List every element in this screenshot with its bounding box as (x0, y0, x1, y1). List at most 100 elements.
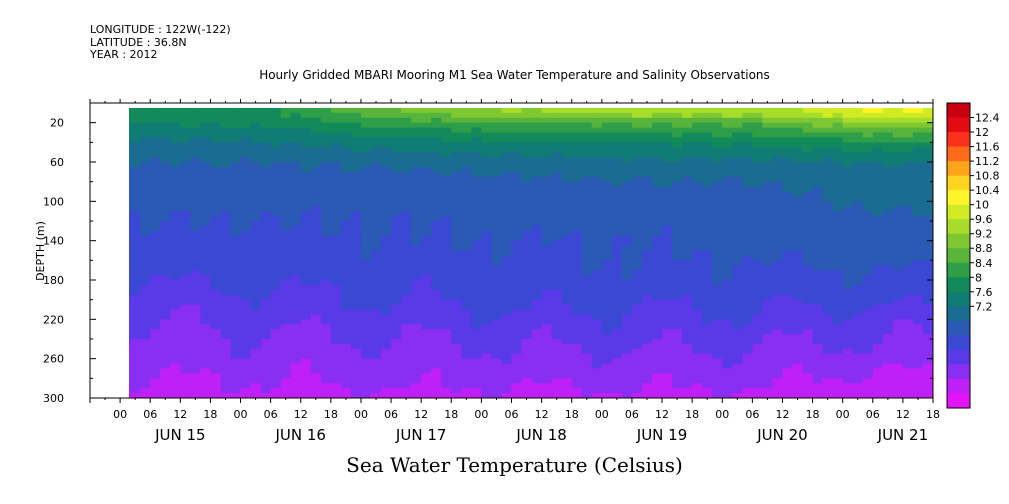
heatmap-cell (391, 157, 402, 163)
heatmap-cell (832, 329, 844, 335)
heatmap-cell (641, 142, 653, 148)
heatmap-cell (461, 142, 472, 148)
heatmap-cell (712, 225, 723, 232)
heatmap-cell (401, 176, 412, 183)
heatmap-cell (752, 388, 763, 394)
heatmap-cell (129, 147, 131, 153)
heatmap-cell (912, 166, 924, 173)
heatmap-cell (892, 373, 904, 379)
heatmap-cell (240, 255, 252, 261)
heatmap-cell (501, 314, 513, 320)
heatmap-cell (371, 324, 382, 330)
heatmap-cell (280, 211, 292, 217)
heatmap-cell (762, 176, 774, 183)
heatmap-cell (732, 294, 743, 301)
heatmap-cell (872, 363, 884, 370)
heatmap-cell (682, 142, 693, 148)
heatmap-cell (250, 171, 262, 178)
heatmap-cell (762, 255, 774, 261)
heatmap-cell (160, 112, 171, 119)
heatmap-cell (641, 329, 653, 335)
heatmap-cell (902, 339, 914, 345)
heatmap-cell (862, 240, 874, 247)
heatmap-cell (290, 383, 302, 389)
heatmap-cell (752, 309, 763, 316)
heatmap-cell (160, 107, 171, 114)
heatmap-cell (641, 265, 653, 271)
heatmap-cell (672, 191, 683, 198)
heatmap-cell (110, 359, 121, 365)
heatmap-cell (441, 348, 452, 355)
heatmap-cell (190, 206, 201, 212)
heatmap-cell (912, 299, 924, 306)
heatmap-cell (922, 112, 933, 119)
heatmap-cell (842, 137, 854, 143)
heatmap-cell (732, 186, 743, 193)
heatmap-cell (581, 363, 593, 370)
heatmap-cell (571, 142, 583, 148)
heatmap-cell (531, 225, 543, 232)
heatmap-cell (892, 393, 904, 398)
heatmap-cell (330, 348, 342, 355)
heatmap-cell (601, 329, 613, 335)
heatmap-cell (742, 353, 753, 360)
heatmap-cell (882, 265, 894, 271)
heatmap-cell (652, 304, 663, 311)
heatmap-cell (340, 240, 352, 247)
heatmap-cell (732, 314, 743, 320)
heatmap-cell (391, 393, 402, 398)
heatmap-cell (481, 339, 493, 345)
heatmap-cell (561, 309, 573, 316)
heatmap-cell (360, 275, 372, 281)
heatmap-cell (280, 221, 292, 227)
heatmap-cell (922, 358, 933, 365)
heatmap-cell (320, 255, 332, 261)
heatmap-cell (621, 324, 633, 330)
heatmap-cell (421, 378, 432, 384)
heatmap-cell (190, 152, 201, 158)
heatmap-cell (130, 304, 141, 311)
heatmap-cell (812, 221, 824, 227)
heatmap-cell (220, 383, 232, 389)
heatmap-cell (872, 358, 884, 365)
heatmap-cell (180, 171, 191, 178)
heatmap-cell (832, 304, 844, 311)
heatmap-cell (631, 393, 643, 398)
heatmap-cell (591, 348, 603, 355)
heatmap-cell (601, 324, 613, 330)
heatmap-cell (812, 275, 824, 281)
heatmap-cell (441, 284, 452, 291)
heatmap-cell (110, 285, 121, 291)
heatmap-cell (832, 373, 844, 379)
heatmap-cell (250, 294, 262, 301)
heatmap-cell (912, 137, 924, 143)
heatmap-cell (732, 127, 743, 134)
heatmap-cell (360, 166, 372, 173)
heatmap-cell (712, 117, 723, 124)
heatmap-cell (912, 216, 924, 222)
heatmap-cell (822, 127, 834, 134)
heatmap-cell (100, 314, 111, 320)
heatmap-cell (832, 388, 844, 394)
heatmap-cell (792, 152, 804, 158)
heatmap-cell (832, 353, 844, 360)
heatmap-cell (129, 122, 131, 129)
heatmap-cell (461, 353, 472, 360)
heatmap-cell (230, 329, 242, 335)
heatmap-cell (461, 216, 472, 222)
heatmap-cell (451, 275, 462, 281)
heatmap-cell (270, 284, 282, 291)
heatmap-cell (150, 388, 161, 394)
heatmap-cell (381, 329, 392, 335)
heatmap-cell (551, 152, 563, 158)
heatmap-cell (130, 255, 141, 261)
heatmap-cell (762, 294, 774, 301)
heatmap-cell (220, 225, 232, 232)
heatmap-cell (210, 324, 222, 330)
heatmap-cell (792, 216, 804, 222)
heatmap-cell (511, 358, 523, 365)
heatmap-cell (230, 152, 242, 158)
heatmap-cell (611, 147, 623, 153)
heatmap-cell (682, 393, 693, 398)
heatmap-cell (822, 284, 834, 291)
